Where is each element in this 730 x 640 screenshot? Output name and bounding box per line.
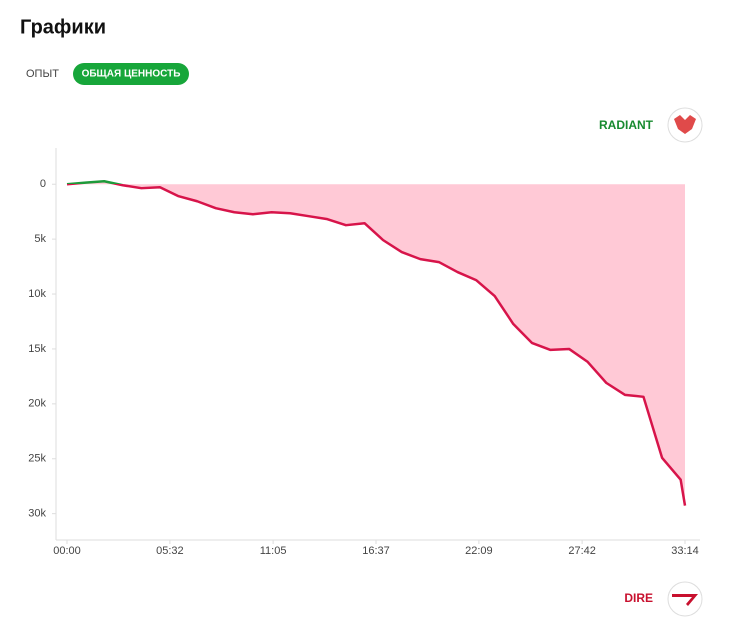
y-tick-label: 25k bbox=[28, 453, 46, 465]
y-tick-label: 20k bbox=[28, 398, 46, 410]
x-tick-label: 11:05 bbox=[260, 545, 287, 557]
line bbox=[66, 180, 687, 506]
x-tick-label: 22:09 bbox=[465, 545, 493, 557]
team-logo bbox=[667, 581, 703, 617]
x-tick-label: 00:00 bbox=[53, 545, 81, 557]
team-radiant: RADIANT bbox=[599, 118, 654, 132]
area bbox=[67, 181, 685, 506]
y-tick-label: 5k bbox=[34, 233, 46, 245]
x-tick-label: 05:32 bbox=[156, 545, 184, 557]
y-tick-label: 0 bbox=[40, 178, 46, 190]
team-logo-icon bbox=[672, 594, 698, 606]
tab-active[interactable]: ОБЩАЯ ЦЕННОСТЬ bbox=[82, 69, 181, 80]
y-tick-label: 30k bbox=[28, 508, 46, 520]
tab-active-bg[interactable] bbox=[73, 63, 189, 85]
tab[interactable]: ОПЫТ bbox=[26, 68, 59, 80]
x-tick-label: 33:14 bbox=[671, 545, 699, 557]
x-tick-label: 27:42 bbox=[568, 545, 596, 557]
team-logo-icon bbox=[674, 115, 696, 134]
y-tick-label: 15k bbox=[28, 343, 46, 355]
team-dire: DIRE bbox=[624, 591, 653, 605]
page-title: Графики bbox=[20, 16, 106, 38]
y-tick-label: 10k bbox=[28, 288, 46, 300]
x-tick-label: 16:37 bbox=[362, 545, 390, 557]
